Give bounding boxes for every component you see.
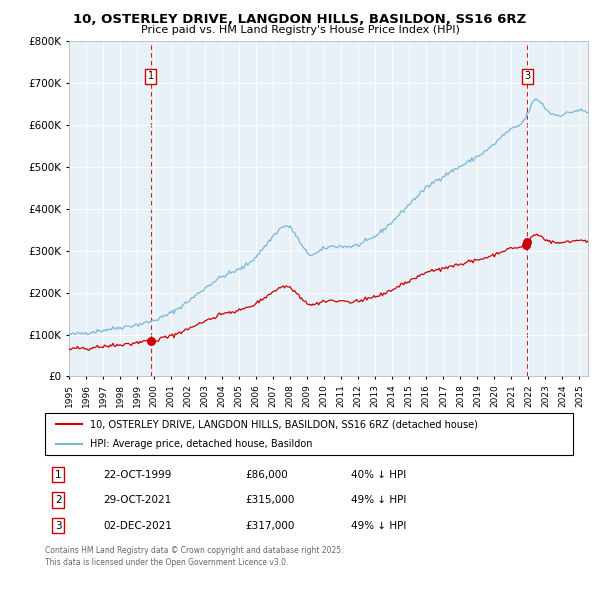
Text: This data is licensed under the Open Government Licence v3.0.: This data is licensed under the Open Gov… <box>45 558 289 566</box>
Text: Price paid vs. HM Land Registry's House Price Index (HPI): Price paid vs. HM Land Registry's House … <box>140 25 460 35</box>
Text: £315,000: £315,000 <box>245 495 295 505</box>
Text: Contains HM Land Registry data © Crown copyright and database right 2025.: Contains HM Land Registry data © Crown c… <box>45 546 343 555</box>
Text: 1: 1 <box>55 470 62 480</box>
Text: 22-OCT-1999: 22-OCT-1999 <box>103 470 172 480</box>
Text: 29-OCT-2021: 29-OCT-2021 <box>103 495 172 505</box>
Text: £317,000: £317,000 <box>245 520 295 530</box>
Text: 1: 1 <box>148 71 154 81</box>
Text: 49% ↓ HPI: 49% ↓ HPI <box>351 520 407 530</box>
Text: HPI: Average price, detached house, Basildon: HPI: Average price, detached house, Basi… <box>90 439 313 449</box>
Text: 3: 3 <box>55 520 62 530</box>
Text: £86,000: £86,000 <box>245 470 289 480</box>
Text: 3: 3 <box>524 71 530 81</box>
Text: 02-DEC-2021: 02-DEC-2021 <box>103 520 172 530</box>
Text: 49% ↓ HPI: 49% ↓ HPI <box>351 495 407 505</box>
Text: 2: 2 <box>55 495 62 505</box>
Text: 40% ↓ HPI: 40% ↓ HPI <box>351 470 406 480</box>
Text: 10, OSTERLEY DRIVE, LANGDON HILLS, BASILDON, SS16 6RZ: 10, OSTERLEY DRIVE, LANGDON HILLS, BASIL… <box>73 13 527 26</box>
Text: 10, OSTERLEY DRIVE, LANGDON HILLS, BASILDON, SS16 6RZ (detached house): 10, OSTERLEY DRIVE, LANGDON HILLS, BASIL… <box>90 419 478 430</box>
